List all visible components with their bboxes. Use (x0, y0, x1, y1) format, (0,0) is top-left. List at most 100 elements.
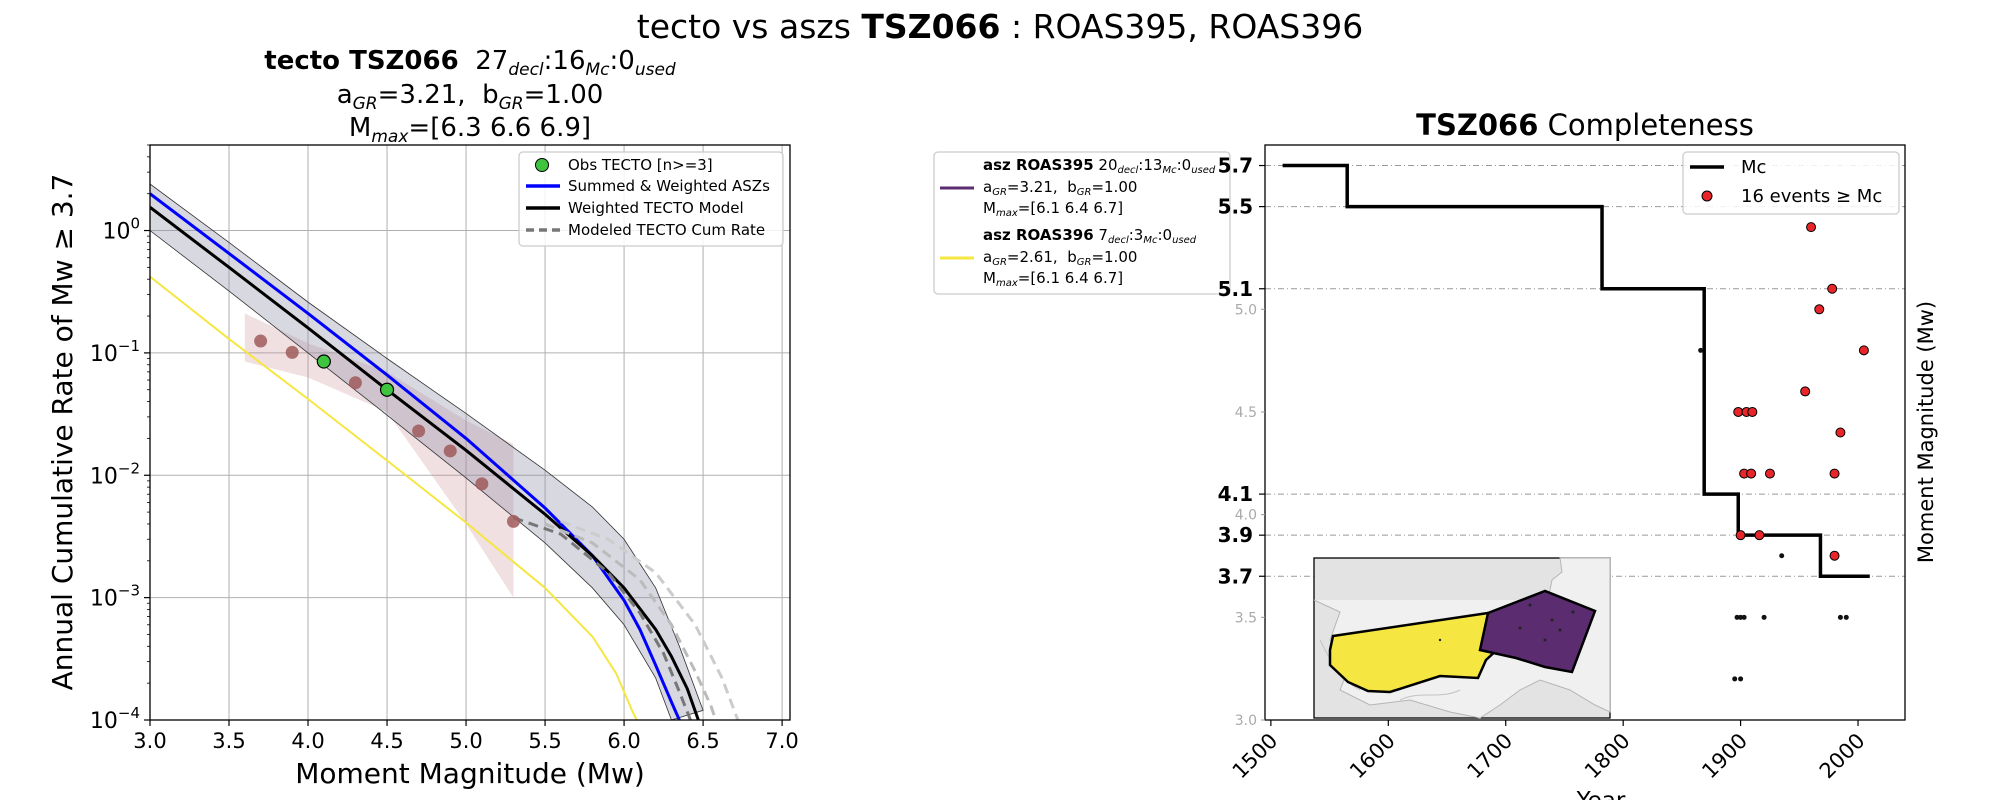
right-legend: Mc 16 events ≥ Mc (1682, 151, 1900, 215)
left-y-tick-label: 10−3 (90, 582, 140, 612)
event-above-mc (1829, 468, 1840, 479)
left-x-tick-label: 7.0 (765, 729, 798, 753)
event-above-mc (1835, 427, 1846, 438)
right-x-tick-label: 1600 (1345, 729, 1400, 784)
right-mc-steps (1282, 163, 1870, 578)
binned-rate-point (254, 334, 268, 348)
event-above-mc (1735, 530, 1746, 541)
event-below-mc (1761, 614, 1767, 620)
event-below-mc (1779, 553, 1785, 559)
observed-point (379, 382, 395, 397)
left-series-line-4 (544, 522, 718, 720)
left-series-line-5 (560, 519, 740, 720)
right-x-axis-label: Year (1576, 788, 1626, 800)
binned-rate-point (412, 424, 426, 438)
binned-rate-point (285, 345, 299, 359)
left-x-axis-label: Moment Magnitude (Mw) (295, 757, 645, 790)
right-x-tick-label: 2000 (1815, 729, 1870, 784)
inset-map-epicenters (1438, 603, 1575, 642)
left-series-line-3 (512, 516, 692, 720)
left-legend: Obs TECTO [n>=3] Summed & Weighted ASZs … (518, 151, 784, 247)
right-x-tick-label: 1500 (1228, 729, 1283, 784)
asz-legend-1-line2: aGR=3.21, bGR=1.00 (983, 178, 1137, 198)
asz-legend-1-line1: asz ROAS395 20decl:13Mc:0used (983, 156, 1216, 176)
right-y-major-tick-label: 3.7 (1218, 564, 1253, 588)
binned-rate-point (506, 514, 520, 528)
left-x-tick-label: 4.5 (370, 729, 403, 753)
left-x-tick-label: 5.0 (449, 729, 482, 753)
left-y-tick-label: 10−2 (90, 459, 140, 489)
left-points (254, 334, 520, 528)
right-y-minor-tick-label: 4.5 (1235, 405, 1257, 421)
asz-legend-1-line3: Mmax=[6.1 6.4 6.7] (983, 199, 1123, 219)
left-y-axis-label: Annual Cumulative Rate of Mw ≥ 3.7 (46, 174, 79, 691)
left-y-tick-label: 100 (102, 215, 140, 245)
binned-rate-point (443, 444, 457, 458)
event-above-mc (1754, 530, 1765, 541)
asz-legend-box (933, 151, 1231, 295)
cumulative-rate-chart: 3.0 3.5 4.0 4.5 5.0 5.5 6.0 6.5 7.0 100 10−1 10−2 10… (46, 144, 799, 790)
left-x-tick-label: 4.0 (291, 729, 324, 753)
event-below-mc (1732, 676, 1738, 682)
asz-legend-2-line1: asz ROAS396 7decl:3Mc:0used (983, 226, 1197, 246)
right-y-major-tick-label: 5.7 (1218, 154, 1253, 178)
event-below-mc (1734, 614, 1740, 620)
inset-polygon-roas395 (1478, 589, 1597, 674)
mc-step-line (1282, 163, 1870, 578)
right-x-tick-label: 1800 (1580, 729, 1635, 784)
right-y-minor-tick-label: 4.0 (1235, 508, 1257, 524)
right-event-points (1698, 222, 1869, 682)
left-x-tick-label: 3.0 (133, 729, 166, 753)
left-panel-title: tecto TSZ066 27decl:16Mc:0used aGR=3.21,… (264, 46, 676, 147)
left-series-line-1 (150, 206, 700, 720)
event-above-mc (1764, 468, 1775, 479)
left-uncertainty-bands (150, 183, 704, 720)
right-plot-frame (1264, 144, 1906, 721)
legend-swatch-observed (535, 158, 549, 172)
left-plot-frame (149, 144, 791, 721)
event-above-mc (1827, 283, 1838, 294)
legend-label-observed: Obs TECTO [n>=3] (568, 156, 713, 174)
inset-map (1313, 557, 1611, 719)
right-y-major-tick-label: 4.1 (1218, 482, 1253, 506)
asz-legend-2-line2: aGR=2.61, bGR=1.00 (983, 248, 1137, 268)
right-y-axis-label: Moment Magnitude (Mw) (1914, 301, 1938, 563)
legend-label-model: Weighted TECTO Model (568, 199, 744, 217)
left-x-tick-label: 6.0 (607, 729, 640, 753)
left-title-line2: aGR=3.21, bGR=1.00 (337, 80, 604, 114)
left-title-line3: Mmax=[6.3 6.6 6.9] (349, 113, 591, 147)
event-above-mc (1733, 406, 1744, 417)
left-x-tick-label: 5.5 (528, 729, 561, 753)
event-below-mc (1837, 614, 1843, 620)
right-legend-label-events: 16 events ≥ Mc (1741, 186, 1882, 207)
left-title-line1: tecto TSZ066 27decl:16Mc:0used (264, 46, 676, 80)
left-x-tick-label: 3.5 (212, 729, 245, 753)
right-y-minor-tick-label: 3.0 (1235, 713, 1257, 729)
right-panel-title: TSZ066 Completeness (1416, 108, 1754, 142)
left-legend-box (518, 151, 784, 247)
left-series-line-2 (150, 275, 638, 720)
event-above-mc (1800, 386, 1811, 397)
event-below-mc (1738, 676, 1744, 682)
event-below-mc (1738, 614, 1744, 620)
left-axis-ticks: 3.0 3.5 4.0 4.5 5.0 5.5 6.0 6.5 7.0 100 10−1 10−2 10… (90, 144, 799, 753)
right-legend-box (1682, 151, 1900, 215)
left-y-tick-label: 10−4 (90, 704, 140, 734)
event-above-mc (1829, 550, 1840, 561)
right-legend-swatch-events (1701, 190, 1713, 202)
completeness-chart: TSZ066 Completeness 1500 1600 1700 1800 1900… (1218, 108, 1938, 800)
binned-rate-point (348, 376, 362, 390)
right-y-major-tick-label: 5.1 (1218, 277, 1253, 301)
right-x-tick-label: 1700 (1463, 729, 1518, 784)
event-above-mc (1814, 304, 1825, 315)
asz-legend: asz ROAS395 20decl:13Mc:0used aGR=3.21, … (933, 151, 1231, 295)
legend-label-modeled-cum: Modeled TECTO Cum Rate (568, 221, 765, 239)
left-series-lines (150, 192, 740, 720)
right-y-major-tick-label: 5.5 (1218, 195, 1253, 219)
event-below-mc (1741, 614, 1747, 620)
event-above-mc (1747, 406, 1758, 417)
right-y-minor-tick-label: 3.5 (1235, 610, 1257, 626)
left-y-tick-label: 10−1 (90, 337, 140, 367)
right-x-tick-label: 1900 (1697, 729, 1752, 784)
